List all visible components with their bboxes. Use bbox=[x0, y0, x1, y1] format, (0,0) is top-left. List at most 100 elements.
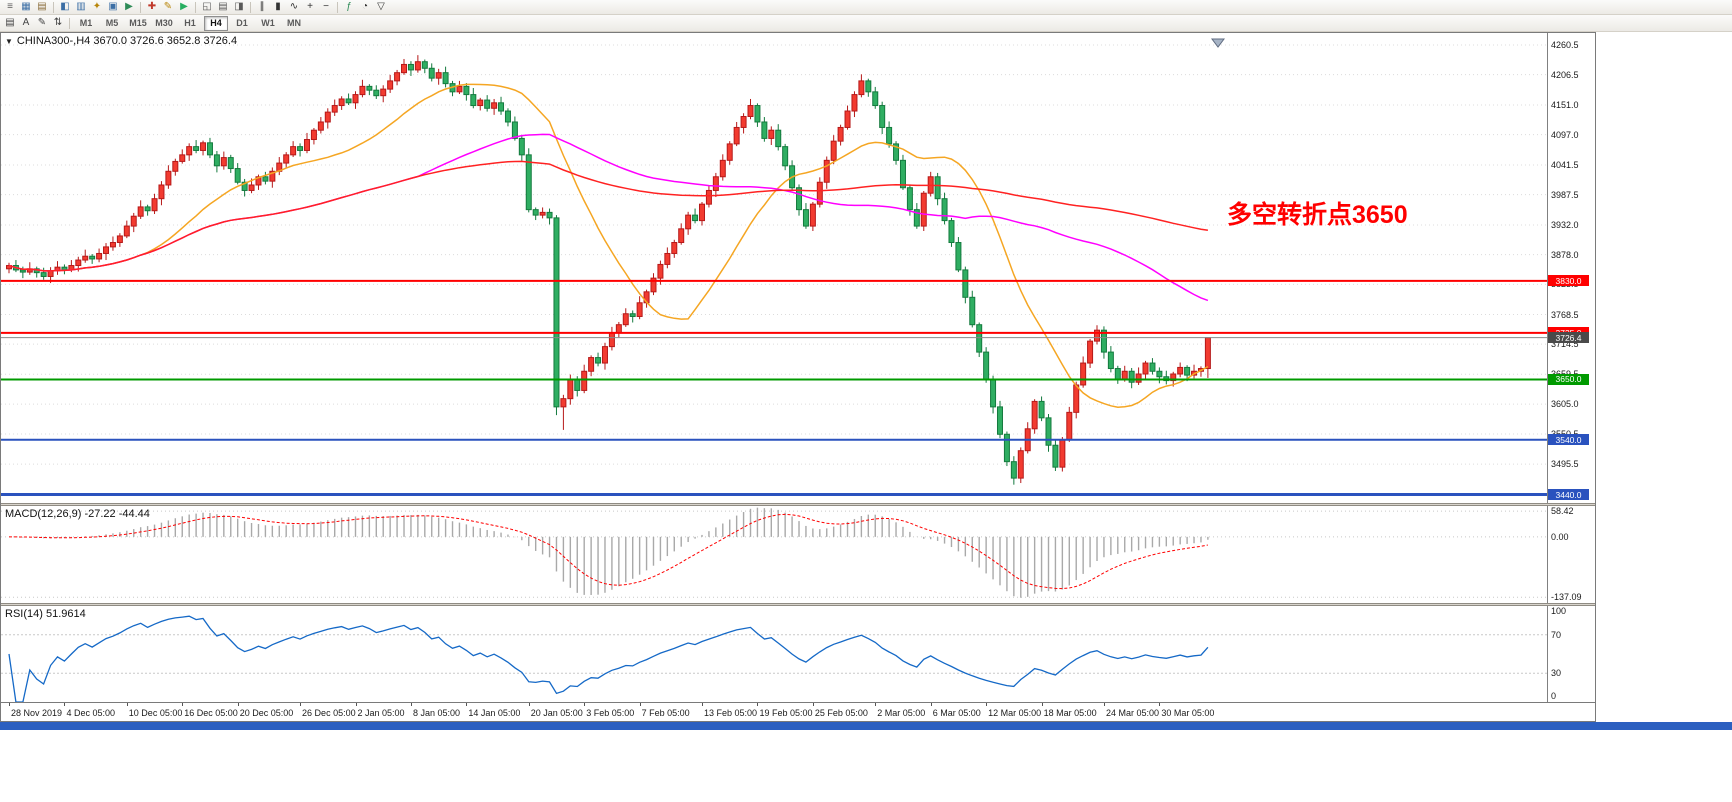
chart-shift-marker[interactable] bbox=[1211, 38, 1225, 48]
time-label: 19 Feb 05:00 bbox=[759, 708, 813, 718]
time-label: 3 Feb 05:00 bbox=[586, 708, 635, 718]
print-button[interactable]: ▤ bbox=[215, 1, 231, 14]
periods-button[interactable]: ◔ bbox=[357, 1, 373, 14]
line-chart-button[interactable]: ∿ bbox=[286, 1, 302, 14]
macd-scale: 58.42 0.00 -137.09 bbox=[1547, 506, 1595, 603]
main-toolbar: ≡ ▦ ▤ ◧ ▥ ✦ ▣ ▶ ✚ ✎ ▶ ◱ ▤ ◨ ∥ ▮ ∿ + − ƒ ◔ ▽ bbox=[0, 0, 1732, 15]
terminal-button[interactable]: ▣ bbox=[105, 1, 121, 14]
macd-pane[interactable] bbox=[1, 506, 1547, 603]
timeframe-w1-button[interactable]: W1 bbox=[261, 18, 275, 28]
time-axis[interactable]: 28 Nov 2019 4 Dec 05:00 10 Dec 05:00 16 Dec… bbox=[1, 702, 1595, 721]
new-chart-button[interactable]: ▦ bbox=[18, 1, 34, 14]
time-label: 6 Mar 05:00 bbox=[932, 708, 981, 718]
print-icon: ▤ bbox=[218, 1, 228, 12]
text-label-button[interactable]: A bbox=[18, 17, 34, 30]
macd-scale-label: 0.00 bbox=[1551, 531, 1569, 542]
time-label: 7 Feb 05:00 bbox=[641, 708, 690, 718]
price-tick-label: 4206.5 bbox=[1551, 69, 1579, 80]
templates-icon: ▽ bbox=[377, 1, 385, 12]
timeframe-m1-button[interactable]: M1 bbox=[79, 18, 93, 28]
toolbar-separator bbox=[250, 1, 251, 13]
timeframe-h1-button[interactable]: H1 bbox=[184, 18, 196, 28]
auto-trading-button[interactable]: ▶ bbox=[176, 1, 192, 14]
time-label: 28 Nov 2019 bbox=[11, 708, 63, 718]
strategy-tester-icon: ▶ bbox=[125, 1, 133, 12]
time-tick bbox=[126, 703, 128, 706]
time-tick bbox=[986, 703, 988, 706]
indicators-button[interactable]: ƒ bbox=[341, 1, 357, 14]
line-chart-icon: ∿ bbox=[289, 1, 299, 12]
price-pane[interactable] bbox=[1, 33, 1547, 503]
time-tick bbox=[410, 703, 412, 706]
print-preview-button[interactable]: ◨ bbox=[231, 1, 247, 14]
text-label-icon: A bbox=[22, 17, 30, 28]
data-window-button[interactable]: ▥ bbox=[73, 1, 89, 14]
time-tick bbox=[639, 703, 641, 706]
objects-list-button[interactable]: ▤ bbox=[2, 17, 18, 30]
market-watch-button[interactable]: ◧ bbox=[57, 1, 73, 14]
navigator-button[interactable]: ✦ bbox=[89, 1, 105, 14]
zoom-in-button[interactable]: + bbox=[302, 1, 318, 14]
sma140-line[interactable] bbox=[8, 160, 1209, 272]
rsi-scale: 100 70 30 0 bbox=[1547, 606, 1595, 702]
templates-button[interactable]: ▽ bbox=[373, 1, 389, 14]
rsi-pane[interactable] bbox=[1, 606, 1547, 702]
menu-button[interactable]: ≡ bbox=[2, 1, 18, 14]
metaeditor-button[interactable]: ✎ bbox=[160, 1, 176, 14]
full-screen-icon: ◱ bbox=[202, 1, 212, 12]
full-screen-button[interactable]: ◱ bbox=[199, 1, 215, 14]
current-price-badge: 3726.4 bbox=[1548, 332, 1589, 344]
sort-button[interactable]: ⇅ bbox=[50, 17, 66, 30]
pane-separator-macd[interactable] bbox=[1, 503, 1595, 506]
data-window-icon: ▥ bbox=[76, 1, 86, 12]
time-label: 13 Feb 05:00 bbox=[704, 708, 758, 718]
strategy-tester-button[interactable]: ▶ bbox=[121, 1, 137, 14]
timeframe-d1-button[interactable]: D1 bbox=[236, 18, 248, 28]
time-tick bbox=[1159, 703, 1161, 706]
time-tick bbox=[9, 703, 10, 706]
draw-button[interactable]: ✎ bbox=[34, 17, 50, 30]
time-tick bbox=[237, 703, 239, 706]
profiles-button[interactable]: ▤ bbox=[34, 1, 50, 14]
rsi-line bbox=[8, 615, 1209, 702]
timeframe-m5-button[interactable]: M5 bbox=[105, 18, 119, 28]
timeframe-mn-button[interactable]: MN bbox=[287, 18, 301, 28]
time-label: 26 Dec 05:00 bbox=[302, 708, 356, 718]
periods-icon: ◔ bbox=[361, 1, 369, 12]
candlestick-chart-button[interactable]: ▮ bbox=[270, 1, 286, 14]
time-tick bbox=[875, 703, 877, 706]
time-tick bbox=[182, 703, 184, 706]
time-label: 8 Jan 05:00 bbox=[412, 708, 460, 718]
rsi-scale-label: 0 bbox=[1551, 691, 1557, 701]
macd-scale-label: -137.09 bbox=[1551, 592, 1582, 602]
price-scale[interactable]: 4260.5 4206.5 4151.0 4097.0 4041.5 3987.5 3932… bbox=[1547, 33, 1595, 503]
time-tick bbox=[355, 703, 357, 706]
time-tick bbox=[930, 703, 932, 706]
objects-list-icon: ▤ bbox=[5, 17, 15, 28]
indicators-icon: ƒ bbox=[346, 1, 352, 12]
new-order-icon: ✚ bbox=[147, 1, 157, 12]
chart-window[interactable]: 4260.5 4206.5 4151.0 4097.0 4041.5 3987.5 3932… bbox=[0, 32, 1596, 722]
time-tick bbox=[466, 703, 468, 706]
rsi-scale-label: 100 bbox=[1551, 606, 1567, 616]
bar-chart-button[interactable]: ∥ bbox=[254, 1, 270, 14]
zoom-out-button[interactable]: − bbox=[318, 1, 334, 14]
chart-annotation[interactable]: 多空转折点3650 bbox=[1227, 201, 1408, 229]
toolbar-separator bbox=[140, 1, 141, 13]
pane-separator-rsi[interactable] bbox=[1, 603, 1595, 606]
price-level-badge: 3540.0 bbox=[1548, 434, 1589, 446]
sma20-line[interactable] bbox=[8, 83, 1209, 408]
price-tick-label: 3550.5 bbox=[1551, 429, 1579, 439]
time-label: 2 Mar 05:00 bbox=[877, 708, 926, 718]
timeframe-m30-button[interactable]: M30 bbox=[155, 18, 173, 28]
new-order-button[interactable]: ✚ bbox=[144, 1, 160, 14]
time-label: 10 Dec 05:00 bbox=[128, 708, 183, 718]
one-click-trading-toggle[interactable]: ▼ bbox=[5, 36, 13, 46]
timeframe-h4-button[interactable]: H4 bbox=[204, 15, 228, 31]
timeframe-m15-button[interactable]: M15 bbox=[129, 18, 147, 28]
candlestick-chart-icon: ▮ bbox=[275, 1, 281, 12]
time-tick bbox=[300, 703, 302, 706]
time-label: 24 Mar 05:00 bbox=[1105, 708, 1159, 718]
zoom-out-icon: − bbox=[323, 1, 329, 12]
price-tick-label: 3932.0 bbox=[1551, 219, 1579, 230]
